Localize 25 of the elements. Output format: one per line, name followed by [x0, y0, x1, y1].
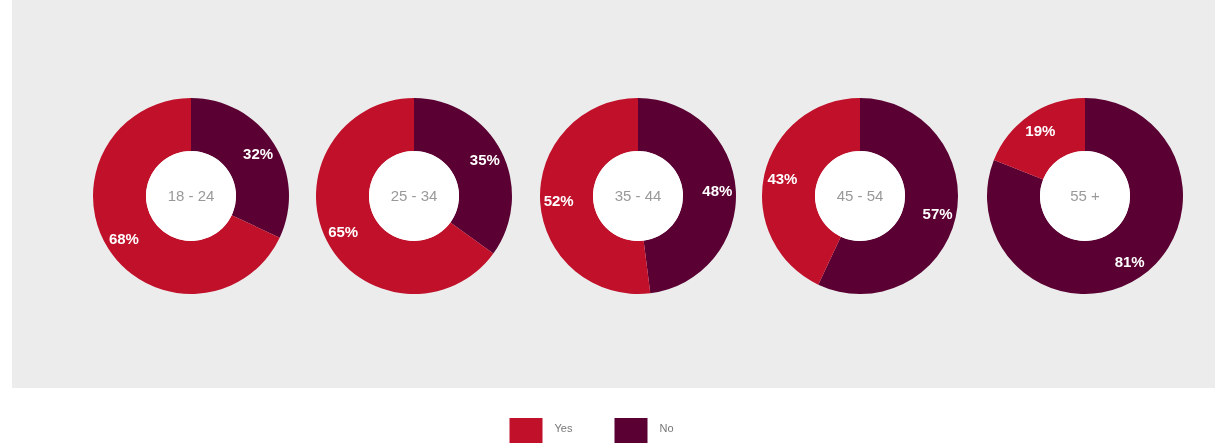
data-label: 81% — [1114, 253, 1145, 270]
donut-slice — [818, 98, 958, 294]
data-label: 52% — [543, 192, 574, 210]
donut-slice — [987, 98, 1183, 294]
data-label: 65% — [328, 223, 359, 241]
text: 35 - 44 — [614, 187, 662, 205]
legend-label: No — [659, 422, 674, 434]
data-label: 68% — [108, 229, 139, 247]
data-label: 48% — [702, 182, 733, 200]
text: 55 + — [1070, 187, 1101, 205]
data-label: 19% — [1025, 121, 1056, 139]
data-label: 57% — [922, 204, 953, 222]
data-label: 35% — [469, 151, 500, 169]
data-label: 43% — [767, 169, 798, 187]
text: 18 - 24 — [167, 187, 215, 205]
data-label: 32% — [243, 144, 274, 162]
donut-slice — [993, 98, 1085, 180]
donut-slice — [762, 98, 860, 285]
legend-label: Yes — [554, 422, 573, 434]
text: 45 - 54 — [836, 187, 884, 205]
text: 25 - 34 — [390, 187, 438, 205]
donut-slice — [638, 98, 736, 294]
donut-slice — [93, 98, 280, 294]
donut-slice — [191, 98, 289, 238]
donut-slice — [414, 98, 512, 254]
